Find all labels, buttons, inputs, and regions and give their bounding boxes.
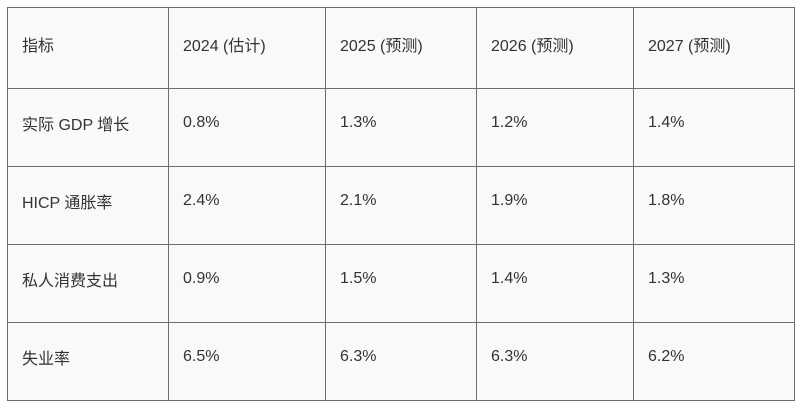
table-row-consumption: 私人消费支出 0.9% 1.5% 1.4% 1.3%	[7, 244, 795, 323]
value-cell: 2.1%	[325, 166, 477, 245]
header-cell-2024: 2024 (估计)	[168, 7, 326, 89]
value-cell: 1.4%	[476, 244, 634, 323]
row-label-cell: 失业率	[7, 322, 169, 401]
table-row-gdp: 实际 GDP 增长 0.8% 1.3% 1.2% 1.4%	[7, 88, 795, 167]
value-cell: 6.3%	[325, 322, 477, 401]
header-cell-indicator: 指标	[7, 7, 169, 89]
row-label-cell: 实际 GDP 增长	[7, 88, 169, 167]
value-cell: 1.3%	[325, 88, 477, 167]
row-label-cell: 私人消费支出	[7, 244, 169, 323]
value-cell: 6.3%	[476, 322, 634, 401]
value-cell: 1.5%	[325, 244, 477, 323]
table-row-unemployment: 失业率 6.5% 6.3% 6.3% 6.2%	[7, 322, 795, 401]
value-cell: 6.2%	[633, 322, 795, 401]
header-cell-2026: 2026 (预测)	[476, 7, 634, 89]
value-cell: 1.4%	[633, 88, 795, 167]
value-cell: 2.4%	[168, 166, 326, 245]
value-cell: 0.9%	[168, 244, 326, 323]
table-row-hicp: HICP 通胀率 2.4% 2.1% 1.9% 1.8%	[7, 166, 795, 245]
value-cell: 1.3%	[633, 244, 795, 323]
header-cell-2027: 2027 (预测)	[633, 7, 795, 89]
value-cell: 1.2%	[476, 88, 634, 167]
value-cell: 1.8%	[633, 166, 795, 245]
header-cell-2025: 2025 (预测)	[325, 7, 477, 89]
row-label-cell: HICP 通胀率	[7, 166, 169, 245]
economic-forecast-table: 指标 2024 (估计) 2025 (预测) 2026 (预测) 2027 (预…	[7, 7, 795, 401]
value-cell: 6.5%	[168, 322, 326, 401]
value-cell: 1.9%	[476, 166, 634, 245]
table-header-row: 指标 2024 (估计) 2025 (预测) 2026 (预测) 2027 (预…	[7, 7, 795, 89]
value-cell: 0.8%	[168, 88, 326, 167]
